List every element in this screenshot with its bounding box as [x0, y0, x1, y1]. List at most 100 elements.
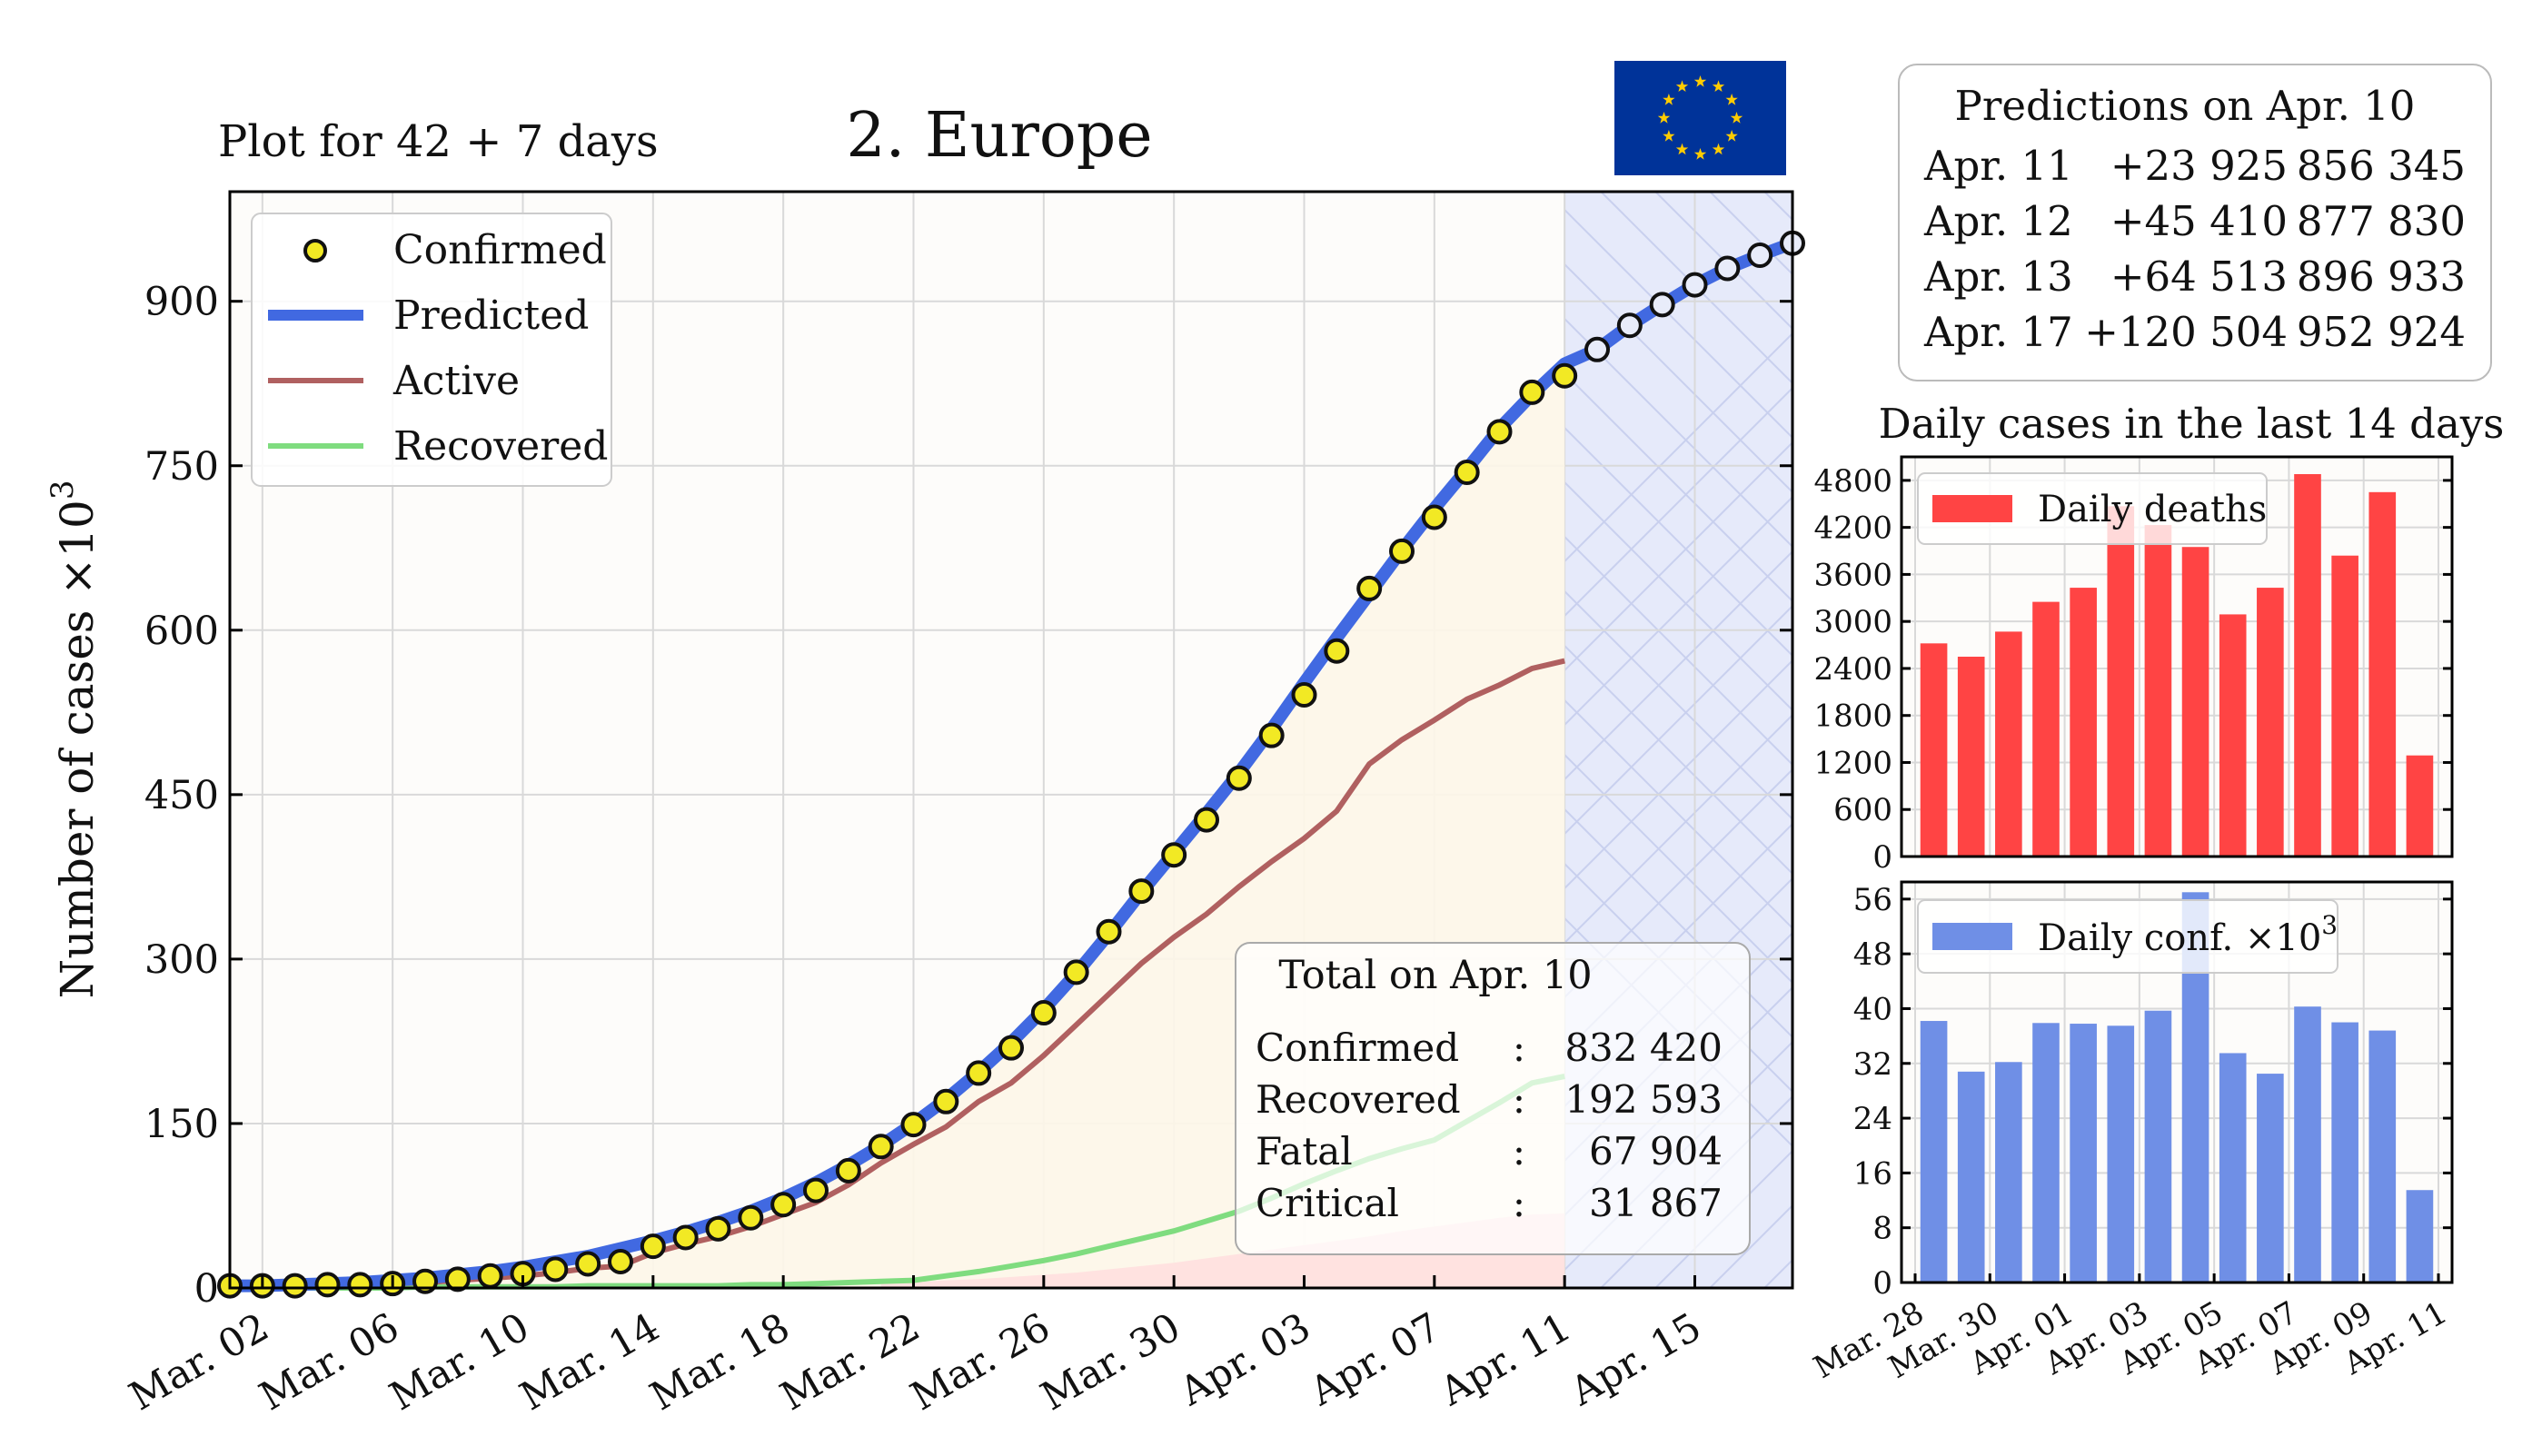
totals-sep: : [1513, 1129, 1525, 1174]
eu-flag-icon [1614, 61, 1786, 175]
bar [2257, 588, 2284, 857]
flag-star [1675, 143, 1689, 155]
confirmed-marker [477, 1263, 503, 1289]
confirmed-marker [1161, 842, 1187, 868]
confirmed-marker [672, 1224, 699, 1251]
bar [2331, 555, 2358, 857]
x-tick-label: Mar. 06 [253, 1304, 407, 1420]
confirmed-marker [705, 1215, 731, 1242]
conf-legend-label: Daily conf. ×103 [2038, 910, 2338, 959]
predictions-rows: Apr. 11 +23 925 856 345 Apr. 12 +45 410 877 8… [1923, 142, 2466, 356]
totals-box-frame [1235, 942, 1751, 1255]
hatch-line [2527, 192, 2542, 1288]
bar [2107, 1025, 2135, 1283]
x-tick-label: Mar. 02 [122, 1304, 276, 1420]
predictions-box-frame [1898, 64, 2492, 381]
totals-value: 832 420 [1564, 1025, 1723, 1070]
confirmed-marker [933, 1088, 959, 1114]
deaths-grid [1902, 457, 2452, 857]
bar [2368, 1030, 2397, 1283]
conf-legend-label-main: Daily conf. ×10 [2038, 917, 2321, 959]
x-tick-label: Apr. 15 [1563, 1304, 1709, 1415]
bar [1995, 631, 2022, 857]
confirmed-marker [1519, 379, 1545, 405]
bar [2144, 1010, 2172, 1283]
flag-star [1675, 80, 1689, 92]
totals-sep: : [1513, 1181, 1525, 1225]
hatch-line [1564, 713, 1792, 945]
y-axis-label: Number of cases ×103 [45, 480, 104, 998]
confirmed-marker [542, 1256, 569, 1283]
y-tick-label: 300 [144, 937, 219, 983]
prediction-delta: +45 410 [2110, 197, 2288, 245]
confirmed-marker [1096, 918, 1122, 945]
confirmed-marker [868, 1134, 894, 1160]
confirmed-marker [1063, 959, 1089, 986]
y-tick-label: 150 [144, 1102, 219, 1147]
hatch-line [1564, 604, 1792, 836]
hatch-line [1600, 192, 1792, 385]
forecast-marker [1682, 272, 1708, 298]
flag-star [1712, 80, 1725, 92]
deaths-legend: Daily deaths [1917, 472, 2268, 545]
totals-sep: : [1513, 1077, 1525, 1122]
predictions-box: Predictions on Apr. 10 Apr. 11 +23 925 856… [1898, 64, 2492, 381]
prediction-total: 896 933 [2297, 253, 2466, 301]
x-tick-label: Mar. 22 [773, 1304, 928, 1420]
forecast-marker [1649, 292, 1675, 318]
bar-y-tick-label: 56 [1853, 882, 1892, 918]
x-tick-label: Mar. 14 [512, 1304, 667, 1420]
confirmed-marker [966, 1060, 992, 1086]
hatch-line [2527, 192, 2542, 1288]
bar-y-tick-label: 24 [1853, 1101, 1892, 1137]
totals-label: Confirmed [1256, 1025, 1459, 1070]
deaths-chart: Daily cases in the last 14 days 0 600 1200… [1813, 400, 2504, 876]
confirmed-marker [738, 1204, 764, 1231]
legend-confirmed-marker [303, 239, 327, 262]
bar-y-tick-label: 16 [1853, 1155, 1892, 1192]
totals-box: Total on Apr. 10 Confirmed:832 420Recove… [1235, 942, 1751, 1255]
x-tick-label: Apr. 07 [1302, 1304, 1448, 1415]
hatch-line [1564, 550, 1792, 781]
confirmed-markers [217, 362, 1578, 1299]
hatch-line [1600, 1094, 1792, 1288]
bar-y-tick-label: 2400 [1813, 651, 1892, 688]
confirmed-marker [1324, 638, 1350, 664]
bar [1995, 1062, 2022, 1283]
flag-star [1693, 148, 1707, 160]
bar-y-tick-label: 8 [1872, 1211, 1892, 1247]
bar [2294, 473, 2321, 857]
confirmed-marker [1356, 575, 1383, 601]
flag-star [1725, 94, 1738, 105]
main-legend-box [251, 213, 612, 487]
bar-y-tick-label: 40 [1853, 991, 1892, 1027]
main-y-ticks: 0 150 300 450 600 750 900 [144, 280, 1792, 1312]
bar [1957, 1071, 1985, 1283]
bar-y-tick-label: 1800 [1813, 698, 1892, 735]
confirmed-marker [1389, 538, 1415, 564]
prediction-total: 952 924 [2297, 308, 2466, 356]
totals-sep: : [1513, 1025, 1525, 1070]
confirmed-marker [347, 1272, 373, 1298]
daily-chart-title: Daily cases in the last 14 days [1879, 400, 2505, 448]
bar [1920, 1021, 1948, 1283]
bar [2406, 755, 2434, 857]
confirmed-marker [1454, 459, 1480, 485]
confirmed-marker [998, 1035, 1024, 1061]
conf-legend-label-exp: 3 [2321, 910, 2338, 940]
hatch-line [1564, 332, 1792, 563]
confirmed-area [230, 375, 1565, 1288]
confirmed-marker [1421, 504, 1447, 530]
flag-star [1725, 130, 1738, 142]
legend-predicted-label: Predicted [393, 292, 589, 339]
conf-plot-frame [1900, 880, 2454, 1284]
bar [1957, 657, 1985, 857]
bar [2368, 491, 2397, 857]
flag-star [1730, 112, 1743, 124]
bar-y-tick-label: 32 [1853, 1046, 1892, 1083]
bar [1920, 643, 1948, 857]
plot-subtitle: Plot for 42 + 7 days [218, 116, 659, 167]
hatch-line [1564, 262, 1792, 494]
